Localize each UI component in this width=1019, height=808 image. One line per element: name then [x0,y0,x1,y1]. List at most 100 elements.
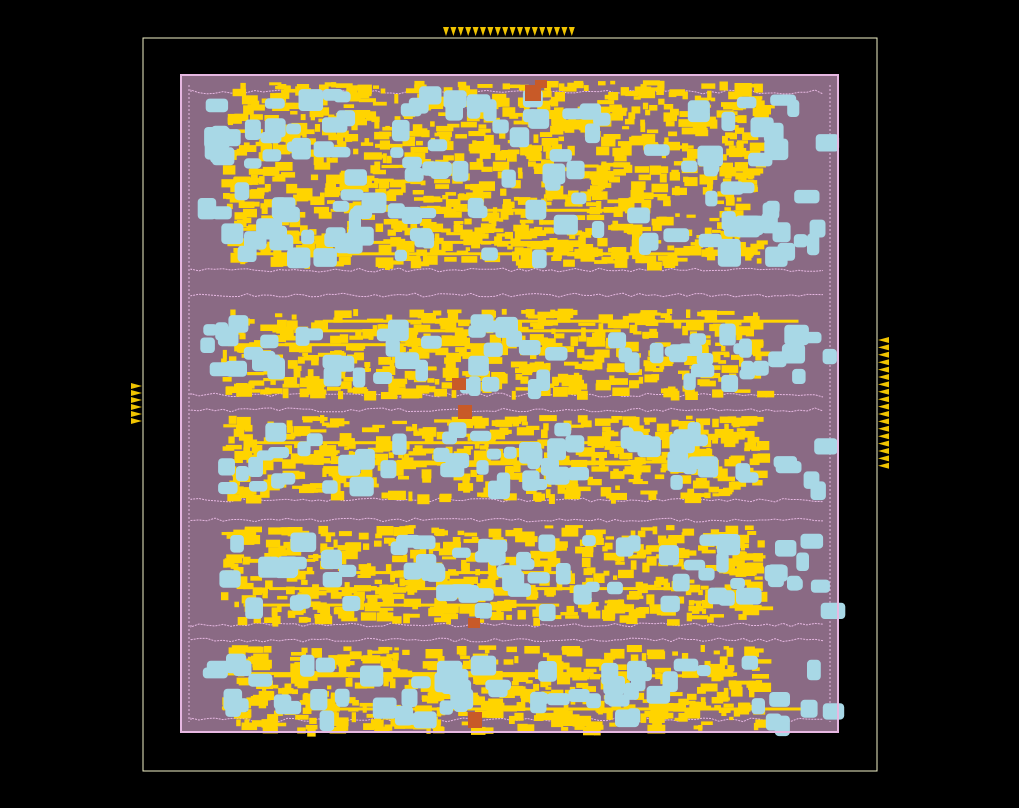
routing-segment [753,351,771,357]
cell-cluster [452,547,471,558]
routing-segment [630,530,636,540]
routing-segment [637,465,651,473]
routing-segment [478,128,491,133]
routing-segment [458,85,470,92]
routing-segment [606,603,613,610]
routing-segment [338,421,350,425]
routing-segment [257,187,269,193]
routing-segment [747,531,757,535]
routing-segment [250,114,263,120]
routing-segment [675,213,680,217]
routing-segment [611,651,616,660]
routing-segment [551,310,569,319]
routing-segment [528,161,536,167]
routing-segment [754,99,762,105]
routing-segment [541,712,556,721]
routing-segment [597,329,606,338]
routing-segment [756,258,762,264]
cell-cluster [807,233,820,256]
routing-segment [419,219,432,226]
cell-cluster [719,323,736,346]
routing-segment [515,387,529,391]
cell-cluster [770,94,797,106]
cell-cluster [340,189,364,201]
routing-segment [527,591,539,599]
routing-segment [381,165,399,169]
routing-segment [517,167,523,174]
routing-segment [557,545,567,551]
routing-segment [633,428,650,433]
cell-cluster [765,246,788,267]
cell-cluster [470,430,492,442]
routing-segment [455,134,467,139]
routing-segment [454,153,465,163]
cell-cluster [492,119,509,134]
triangle-pin-icon [472,27,479,36]
routing-segment [354,682,368,689]
routing-segment [656,607,668,616]
routing-segment [534,168,543,174]
routing-segment [451,416,462,422]
cell-cluster [235,466,249,482]
routing-segment [234,383,252,393]
routing-segment [375,188,387,196]
routing-segment [640,84,647,89]
routing-segment [711,672,724,681]
routing-segment [234,176,251,180]
cell-cluster [525,199,547,220]
routing-segment [634,227,642,233]
routing-segment [457,194,473,201]
routing-segment [709,119,718,129]
cell-cluster [501,169,516,188]
routing-segment [660,429,666,436]
routing-segment [510,238,521,243]
routing-segment [284,683,292,691]
routing-segment [478,645,497,650]
routing-segment [738,85,747,95]
routing-segment [466,89,478,97]
cell-cluster [244,158,262,169]
routing-segment [696,448,713,458]
cell-cluster [538,534,556,552]
routing-segment [362,427,379,433]
routing-segment [596,165,608,175]
routing-segment [590,185,604,191]
cell-cluster [566,160,585,180]
routing-segment [503,493,517,501]
routing-segment [657,255,674,261]
routing-segment [608,92,619,101]
routing-segment [258,722,271,727]
routing-segment [373,85,379,89]
cell-cluster [476,460,489,475]
routing-segment [459,352,475,357]
routing-segment [330,491,345,501]
routing-segment [690,242,698,246]
routing-segment [725,197,735,206]
routing-segment [601,182,612,188]
routing-segment [467,433,472,441]
routing-segment [310,235,325,240]
routing-segment [640,195,653,200]
routing-segment [561,726,569,731]
routing-segment [390,573,395,583]
cell-cluster [419,86,442,105]
routing-segment [701,249,711,257]
triangle-pin-icon [465,27,472,36]
routing-segment [412,424,418,430]
routing-segment [518,415,527,422]
routing-segment [274,253,284,262]
routing-segment [604,94,611,100]
left-pin-group [131,383,142,424]
routing-segment [613,169,626,176]
cell-cluster [349,476,374,497]
routing-segment [230,309,236,316]
routing-segment [686,214,696,218]
routing-segment [455,347,467,353]
routing-segment [618,569,634,579]
cell-cluster [658,545,679,566]
routing-segment [445,446,453,454]
routing-segment [313,206,330,214]
routing-segment [724,207,731,211]
routing-segment [582,551,594,558]
routing-segment [353,309,359,317]
